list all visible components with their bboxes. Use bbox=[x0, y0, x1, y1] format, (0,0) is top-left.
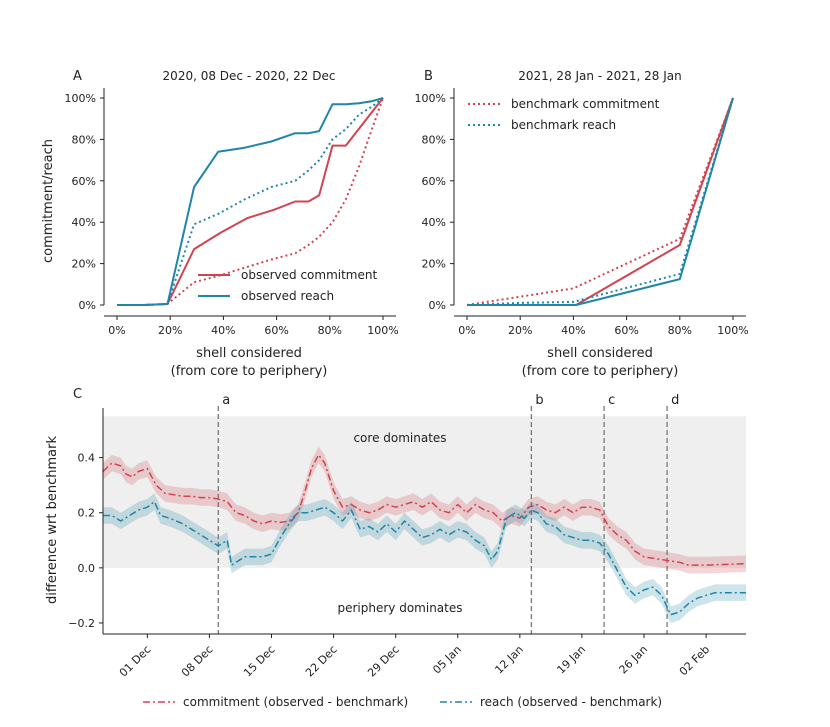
panel-a-title: 2020, 08 Dec - 2020, 22 Dec bbox=[163, 69, 336, 83]
panel-a-legend: observed commitment observed reach bbox=[198, 268, 377, 303]
x-tick-label: 0% bbox=[458, 324, 475, 337]
panel-a-line-benchmark-commitment bbox=[117, 97, 384, 306]
panel-b-x-label-line1: shell considered bbox=[547, 346, 653, 361]
x-tick-label: 0% bbox=[108, 324, 125, 337]
panel-b-y-ticks: 0% 20% 40% 60% 80% 100% bbox=[415, 92, 454, 312]
y-tick-label: 80% bbox=[72, 133, 96, 146]
panel-c-letter: C bbox=[73, 387, 82, 402]
commitment-difference-line bbox=[102, 454, 747, 566]
x-tick-label: 12 Jan bbox=[492, 643, 526, 677]
reach-confidence-band bbox=[103, 493, 746, 623]
y-tick-label: 20% bbox=[72, 258, 96, 271]
core-dominates-region bbox=[103, 416, 746, 568]
legend-observed-commitment-label: observed commitment bbox=[241, 268, 377, 282]
x-tick-label: 02 Feb bbox=[677, 643, 712, 678]
panel-a-line-observed-reach bbox=[117, 97, 384, 306]
y-tick-label: 60% bbox=[422, 175, 446, 188]
bottom-legend: commitment (observed - benchmark) reach … bbox=[143, 695, 662, 709]
event-label-c: c bbox=[608, 393, 615, 408]
panel-b-x-label-line2: (from core to periphery) bbox=[522, 364, 679, 379]
legend-observed-reach-label: observed reach bbox=[241, 289, 334, 303]
panel-b-x-ticks: 0% 20% 40% 60% 80% 100% bbox=[458, 316, 749, 337]
x-tick-label: 19 Jan bbox=[554, 643, 588, 677]
panel-a-letter: A bbox=[73, 69, 82, 84]
y-tick-label: 0.2 bbox=[78, 507, 96, 520]
legend-benchmark-commitment-label: benchmark commitment bbox=[511, 97, 660, 111]
panel-b-legend: benchmark commitment benchmark reach bbox=[468, 97, 660, 132]
panel-a: A 2020, 08 Dec - 2020, 22 Dec 0% 20% 40% 60… bbox=[41, 69, 399, 379]
commitment-confidence-band bbox=[103, 446, 746, 574]
y-tick-label: 0.4 bbox=[78, 452, 96, 465]
x-tick-label: 22 Dec bbox=[303, 643, 340, 680]
panel-a-x-ticks: 0% 20% 40% 60% 80% 100% bbox=[108, 316, 399, 337]
panel-c-x-ticks: 01 Dec 08 Dec 15 Dec 22 Dec 29 Dec 05 Jan 12 J… bbox=[117, 634, 712, 680]
x-tick-label: 40% bbox=[561, 324, 585, 337]
core-dominates-label: core dominates bbox=[353, 431, 446, 445]
panel-c-y-label: difference wrt benchmark bbox=[45, 436, 60, 604]
panel-a-x-label-line1: shell considered bbox=[196, 346, 302, 361]
x-tick-label: 60% bbox=[264, 324, 288, 337]
y-tick-label: 0.0 bbox=[78, 562, 96, 575]
x-tick-label: 80% bbox=[668, 324, 692, 337]
y-tick-label: 60% bbox=[72, 175, 96, 188]
x-tick-label: 20% bbox=[158, 324, 182, 337]
y-tick-label: 20% bbox=[422, 258, 446, 271]
x-tick-label: 26 Jan bbox=[617, 643, 651, 677]
y-tick-label: 0% bbox=[429, 299, 446, 312]
y-tick-label: 40% bbox=[72, 216, 96, 229]
x-tick-label: 05 Jan bbox=[430, 643, 464, 677]
x-tick-label: 60% bbox=[614, 324, 638, 337]
y-tick-label: 100% bbox=[415, 92, 446, 105]
y-tick-label: −0.2 bbox=[68, 617, 95, 630]
x-tick-label: 01 Dec bbox=[117, 643, 154, 680]
x-tick-label: 40% bbox=[211, 324, 235, 337]
x-tick-label: 100% bbox=[717, 324, 748, 337]
periphery-dominates-label: periphery dominates bbox=[337, 601, 462, 615]
event-label-d: d bbox=[671, 393, 679, 408]
panel-b-letter: B bbox=[424, 69, 433, 84]
y-tick-label: 100% bbox=[65, 92, 96, 105]
panel-b: B 2021, 28 Jan - 2021, 28 Jan 0% 20% 40% 60… bbox=[415, 69, 749, 379]
panel-c-event-lines: a b c d bbox=[217, 393, 679, 634]
reach-difference-line bbox=[103, 500, 746, 616]
legend-reach-diff-label: reach (observed - benchmark) bbox=[480, 695, 662, 709]
event-label-b: b bbox=[535, 393, 543, 408]
x-tick-label: 15 Dec bbox=[241, 643, 278, 680]
x-tick-label: 08 Dec bbox=[179, 643, 216, 680]
panel-c-series bbox=[102, 446, 747, 623]
legend-benchmark-reach-label: benchmark reach bbox=[511, 118, 616, 132]
panel-b-line-benchmark-reach bbox=[466, 97, 734, 306]
y-tick-label: 40% bbox=[422, 216, 446, 229]
panel-b-line-benchmark-commitment bbox=[466, 97, 734, 306]
panel-a-series bbox=[117, 97, 384, 306]
x-tick-label: 100% bbox=[367, 324, 398, 337]
legend-commitment-diff-label: commitment (observed - benchmark) bbox=[183, 695, 408, 709]
panel-a-line-benchmark-reach bbox=[117, 97, 384, 306]
x-tick-label: 29 Dec bbox=[365, 643, 402, 680]
panel-a-y-label: commitment/reach bbox=[41, 139, 56, 263]
panel-b-series bbox=[466, 97, 734, 306]
y-tick-label: 0% bbox=[79, 299, 96, 312]
y-tick-label: 80% bbox=[422, 133, 446, 146]
panel-a-y-ticks: 0% 20% 40% 60% 80% 100% bbox=[65, 92, 104, 312]
x-tick-label: 20% bbox=[508, 324, 532, 337]
panel-b-line-observed-reach bbox=[467, 97, 734, 306]
x-tick-label: 80% bbox=[318, 324, 342, 337]
panel-c-y-ticks: −0.2 0.0 0.2 0.4 bbox=[68, 452, 103, 630]
panel-a-x-label-line2: (from core to periphery) bbox=[171, 364, 328, 379]
panel-c: C a b c d −0.2 0.0 0.2 0.4 01 Dec 08 Dec 15 Dec 2… bbox=[45, 387, 747, 680]
event-label-a: a bbox=[222, 393, 230, 408]
panel-b-title: 2021, 28 Jan - 2021, 28 Jan bbox=[518, 69, 681, 83]
